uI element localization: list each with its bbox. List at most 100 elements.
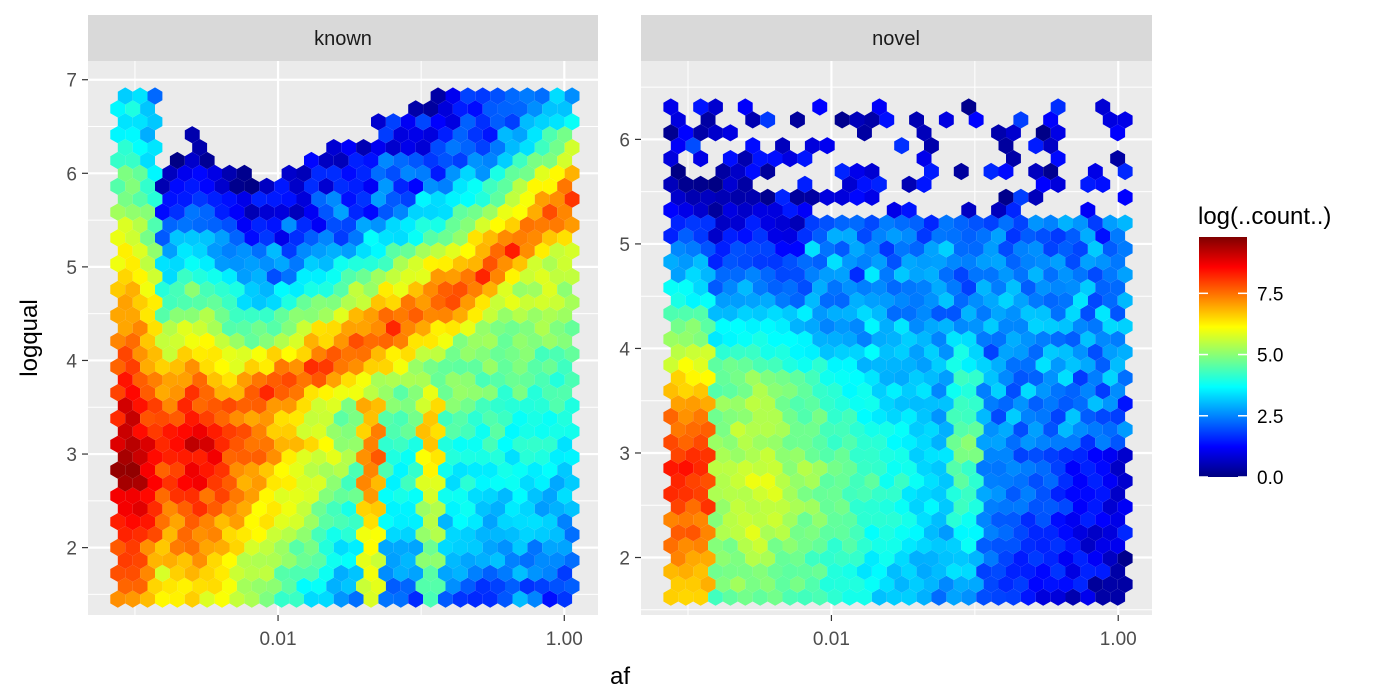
hexbin-cell [871,304,887,322]
hexbin-cell [715,214,731,232]
hexbin-cell [819,214,835,232]
hexbin-cell [924,343,939,361]
hexbin-cell [1065,537,1081,555]
hexbin-cell [333,435,349,453]
hexbin-cell [557,384,573,402]
hexbin-cell [125,280,141,299]
hexbin-cell [1110,537,1126,555]
hexbin-cell [542,358,558,376]
hexbin-cell [775,472,790,490]
hexbin-cell [490,345,505,363]
hexbin-cell [363,177,379,195]
hexbin-cell [222,345,237,363]
hexbin-cell [415,190,431,208]
hexbin-cell [356,164,371,182]
hexbin-cell [460,448,476,466]
hexbin-cell [259,487,275,505]
hexbin-cell [445,577,461,595]
hexbin-cell [318,590,334,608]
hexbin-cell [222,422,237,440]
hexbin-cell [438,229,453,247]
hexbin-cell [886,537,902,555]
hexbin-cell [849,395,865,413]
hexbin-cell [311,526,327,544]
hexbin-cell [199,590,215,608]
hexbin-cell [1080,485,1096,503]
hexbin-cell [177,319,193,337]
hexbin-cell [214,306,230,324]
hexbin-cell [782,279,798,297]
hexbin-cell [1095,511,1111,529]
hexbin-cell [542,564,558,582]
hexbin-cell [752,433,768,451]
hexbin-cell [1050,588,1066,606]
hexbin-cell [1058,498,1073,516]
hexbin-cell [871,511,887,529]
hexbin-cell [708,562,723,580]
hexbin-cell [991,537,1006,555]
hexbin-cell [289,487,304,505]
hexbin-cell [184,538,200,557]
hexbin-cell [916,356,932,374]
hexbin-cell [1073,395,1088,413]
hexbin-cell [670,188,686,206]
hexbin-cell [564,164,580,182]
hexbin-cell [140,564,155,582]
hexbin-cell [916,253,932,271]
hexbin-cell [730,266,746,284]
hexbin-cell [790,549,805,568]
hexbin-cell [760,291,776,310]
hexbin-cell [938,369,954,387]
hexbin-cell [678,588,694,606]
hexbin-cell [125,255,141,273]
hexbin-cell [393,332,409,350]
hexbin-cell [311,319,327,337]
hexbin-cell [482,306,498,324]
hexbin-cell [132,474,148,492]
hexbin-cell [348,564,364,582]
hexbin-cell [1035,253,1051,271]
hexbin-cell [1013,524,1029,542]
hexbin-cell [767,459,783,477]
x-axis-title: af [610,663,630,690]
hexbin-cell [430,190,446,208]
hexbin-cell [512,513,528,531]
x-tick-label: 0.01 [260,629,297,650]
hexbin-cell [983,524,999,542]
hexbin-cell [968,498,984,516]
hexbin-cell [281,448,297,466]
hexbin-cell [564,113,580,131]
hexbin-cell [289,513,304,531]
hexbin-cell [678,279,694,297]
hexbin-cell [199,151,215,170]
hexbin-cell [1102,240,1118,258]
hexbin-cell [1117,240,1133,258]
hexbin-cell [199,513,215,531]
hexbin-cell [1073,549,1088,568]
hexbin-cell [1020,382,1036,400]
hexbin-cell [281,551,297,569]
hexbin-cell [460,190,476,208]
hexbin-cell [475,474,491,492]
hexbin-cell [1117,162,1133,181]
hexbin-cell [931,459,947,477]
hexbin-cell [916,537,932,555]
hexbin-cell [519,577,535,595]
hexbin-cell [147,139,163,157]
hexbin-cell [244,306,260,324]
hexbin-cell [1080,253,1096,271]
hexbin-cell [482,203,498,221]
hexbin-cell [857,227,872,245]
hexbin-cell [177,551,193,569]
hexbin-cell [983,240,999,258]
hexbin-cell [110,409,126,428]
hexbin-cell [311,190,327,208]
hexbin-cell [737,382,753,400]
hexbin-cell [199,332,215,350]
hexbin-cell [946,279,962,297]
hexbin-cell [1035,227,1051,245]
hexbin-cell [700,524,716,542]
hexbin-cell [1035,433,1051,451]
hexbin-cell [819,524,835,542]
hexbin-cell [700,240,716,258]
